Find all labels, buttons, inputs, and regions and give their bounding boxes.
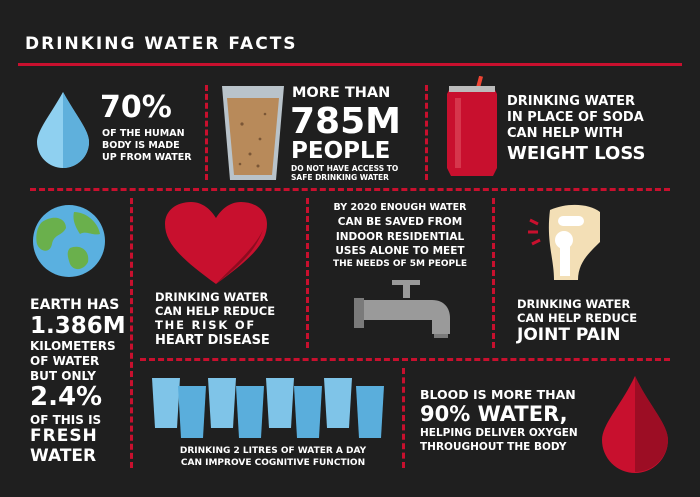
saving-line3: INDOOR RESIDENTIAL <box>335 231 465 243</box>
heart-line1: DRINKING WATER <box>155 290 269 304</box>
joint-line1: DRINKING WATER <box>517 297 631 311</box>
heart-big: HEART DISEASE <box>155 333 270 348</box>
body-water-line2: BODY IS MADE <box>102 140 180 151</box>
earth-line1: EARTH HAS <box>30 297 120 313</box>
access-number: 785M <box>290 101 401 142</box>
soda-line2: IN PLACE OF SODA <box>507 110 644 125</box>
saving-line4: USES ALONE TO MEET <box>335 245 465 257</box>
col-divider-3 <box>130 198 133 468</box>
saving-line2: CAN BE SAVED FROM <box>337 216 463 228</box>
water-drop-icon <box>37 92 89 168</box>
soda-line3: CAN HELP WITH <box>507 126 624 141</box>
soda-can-icon <box>447 76 497 176</box>
water-glass-icon <box>222 86 284 180</box>
knee-joint-icon <box>528 204 600 280</box>
col-divider-6 <box>402 368 405 468</box>
page-title: DRINKING WATER FACTS <box>25 34 298 54</box>
saving-line1: BY 2020 ENOUGH WATER <box>333 202 467 213</box>
access-line1: MORE THAN <box>292 85 391 101</box>
earth-line2: KILOMETERS <box>30 339 116 353</box>
body-water-line3: UP FROM WATER <box>102 152 192 163</box>
joint-line2: CAN HELP REDUCE <box>517 311 638 325</box>
water-glasses-icon <box>152 378 384 438</box>
cognitive-line1: DRINKING 2 LITRES OF WATER A DAY <box>179 446 367 456</box>
blood-big: 90% WATER, <box>420 402 568 426</box>
col-divider-5 <box>492 198 495 348</box>
heart-icon <box>165 202 267 284</box>
earth-line3: OF WATER <box>30 354 100 368</box>
access-sub1: DO NOT HAVE ACCESS TO <box>291 164 399 173</box>
row-divider-1 <box>30 188 670 191</box>
blood-line2: HELPING DELIVER OXYGEN <box>420 427 578 439</box>
heart-line2: CAN HELP REDUCE <box>155 304 276 318</box>
heart-line3: THE RISK OF <box>155 318 257 332</box>
earth-line5: OF THIS IS <box>30 413 102 427</box>
earth-big4: WATER <box>30 446 97 466</box>
earth-line4: BUT ONLY <box>30 369 96 383</box>
soda-line1: DRINKING WATER <box>507 94 636 109</box>
row-divider-2 <box>140 358 670 361</box>
col-divider-1 <box>205 85 208 180</box>
body-water-percent: 70% <box>100 90 172 125</box>
water-tap-icon <box>354 280 450 338</box>
body-water-line1: OF THE HUMAN <box>102 128 185 139</box>
cognitive-line2: CAN IMPROVE COGNITIVE FUNCTION <box>180 458 366 468</box>
col-divider-2 <box>425 85 428 180</box>
earth-globe-icon <box>33 205 105 277</box>
blood-line3: THROUGHOUT THE BODY <box>420 441 567 453</box>
earth-big2: 2.4% <box>30 382 103 412</box>
soda-big: WEIGHT LOSS <box>507 143 646 164</box>
blood-drop-icon <box>602 376 668 473</box>
earth-big1: 1.386M <box>30 313 126 339</box>
blood-line1: BLOOD IS MORE THAN <box>420 387 576 402</box>
saving-line5: THE NEEDS OF 5M PEOPLE <box>332 259 468 269</box>
access-word: PEOPLE <box>291 138 391 164</box>
title-divider <box>18 63 682 66</box>
earth-big3: FRESH <box>30 426 98 446</box>
access-sub2: SAFE DRINKING WATER <box>291 173 389 182</box>
joint-big: JOINT PAIN <box>517 325 621 345</box>
col-divider-4 <box>306 198 309 348</box>
